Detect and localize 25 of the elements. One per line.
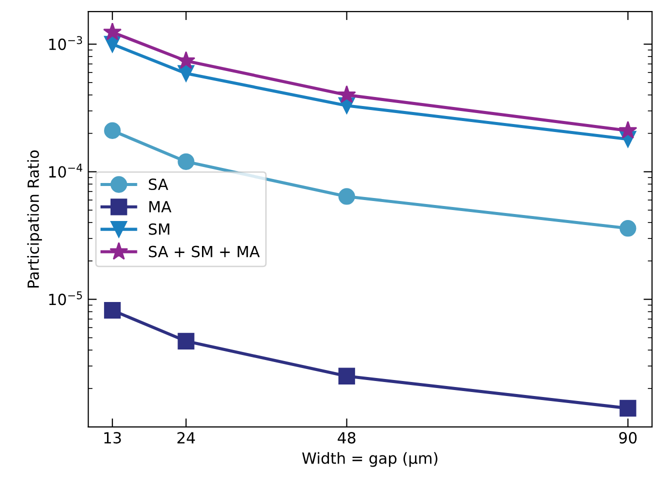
- point: [178, 153, 194, 170]
- legend-label: SA + SM + MA: [148, 246, 260, 258]
- x-tick-label: 13: [104, 432, 121, 444]
- x-tick-label: 90: [619, 432, 637, 444]
- point: [620, 220, 636, 237]
- y-tick-label: 10$^{−4}$: [49, 164, 82, 178]
- point: [337, 85, 356, 103]
- point: [620, 400, 636, 417]
- y-tick-label: 10$^{−3}$: [49, 36, 82, 50]
- legend-label: SA: [148, 178, 168, 190]
- x-tick-label: 24: [177, 432, 195, 444]
- x-axis-title: Width = gap (µm): [302, 452, 438, 467]
- legend-label: MA: [149, 201, 172, 212]
- point: [338, 368, 356, 384]
- point: [104, 302, 121, 319]
- point: [103, 22, 122, 40]
- point: [178, 332, 194, 350]
- y-tick-label: 10$^{−5}$: [49, 291, 82, 306]
- point: [104, 122, 121, 139]
- point: [618, 120, 638, 139]
- legend-label: SM: [148, 223, 170, 235]
- x-tick-label: 48: [338, 432, 356, 444]
- y-axis-title: Participation Ratio: [27, 150, 42, 288]
- point: [338, 188, 356, 205]
- point: [176, 51, 196, 69]
